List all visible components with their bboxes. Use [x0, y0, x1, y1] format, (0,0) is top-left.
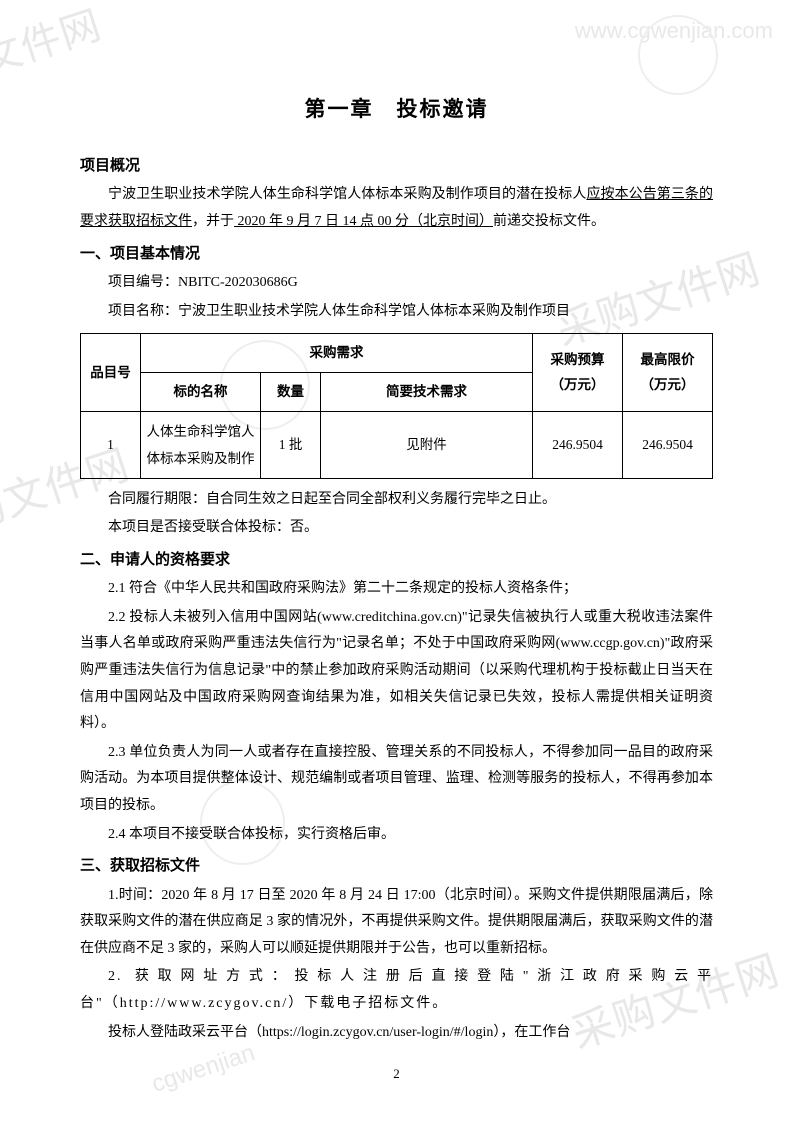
- value: 宁波卫生职业技术学院人体生命科学馆人体标本采购及制作项目: [178, 304, 570, 319]
- col-max-price: 最高限价 （万元）: [623, 334, 713, 411]
- chapter-title: 第一章 投标邀请: [80, 90, 713, 130]
- text: 宁波卫生职业技术学院人体生命科学馆人体标本采购及制作项目的潜在投标人: [108, 187, 586, 202]
- label: 项目编号：: [108, 275, 178, 290]
- consortium-note: 本项目是否接受联合体投标：否。: [80, 515, 713, 542]
- project-number-line: 项目编号：NBITC-202030686G: [80, 270, 713, 297]
- qualification-p4: 2.4 本项目不接受联合体投标，实行资格后审。: [80, 822, 713, 849]
- qualification-p3: 2.3 单位负责人为同一人或者存在直接控股、管理关系的不同投标人，不得参加同一品…: [80, 740, 713, 820]
- cell-subject-name: 人体生命科学馆人体标本采购及制作: [141, 411, 261, 478]
- text: （万元）: [627, 372, 708, 398]
- qualification-p2: 2.2 投标人未被列入信用中国网站(www.creditchina.gov.cn…: [80, 605, 713, 738]
- cell-tech-req: 见附件: [321, 411, 533, 478]
- watermark-circle: [638, 15, 718, 95]
- text: 采购预算: [537, 347, 618, 373]
- page-number: 2: [0, 1062, 793, 1087]
- col-quantity: 数量: [261, 372, 321, 411]
- obtain-p1: 1.时间：2020 年 8 月 17 日至 2020 年 8 月 24 日 17…: [80, 883, 713, 963]
- cell-max-price: 246.9504: [623, 411, 713, 478]
- col-requirement: 采购需求: [141, 334, 533, 373]
- text: ，并于: [192, 214, 234, 229]
- section-heading-obtain-docs: 三、获取招标文件: [80, 852, 713, 881]
- cell-quantity: 1 批: [261, 411, 321, 478]
- procurement-table: 品目号 采购需求 采购预算 （万元） 最高限价 （万元） 标的名称 数量 简要技…: [80, 333, 713, 478]
- text: 最高限价: [627, 347, 708, 373]
- col-tech-req: 简要技术需求: [321, 372, 533, 411]
- overview-paragraph: 宁波卫生职业技术学院人体生命科学馆人体标本采购及制作项目的潜在投标人应按本公告第…: [80, 182, 713, 235]
- value: NBITC-202030686G: [178, 275, 298, 290]
- cell-item-no: 1: [81, 411, 141, 478]
- project-name-line: 项目名称：宁波卫生职业技术学院人体生命科学馆人体标本采购及制作项目: [80, 299, 713, 326]
- cell-budget: 246.9504: [533, 411, 623, 478]
- col-budget: 采购预算 （万元）: [533, 334, 623, 411]
- document-content: 第一章 投标邀请 项目概况 宁波卫生职业技术学院人体生命科学馆人体标本采购及制作…: [80, 90, 713, 1046]
- section-heading-basic-info: 一、项目基本情况: [80, 240, 713, 269]
- section-heading-overview: 项目概况: [80, 152, 713, 181]
- obtain-p2: 2. 获取网址方式：投标人注册后直接登陆"浙江政府采购云平台"（http://w…: [80, 964, 713, 1017]
- label: 项目名称：: [108, 304, 178, 319]
- table-header-row: 品目号 采购需求 采购预算 （万元） 最高限价 （万元）: [81, 334, 713, 373]
- watermark-text: 文件网: [0, 0, 112, 98]
- table-row: 1 人体生命科学馆人体标本采购及制作 1 批 见附件 246.9504 246.…: [81, 411, 713, 478]
- col-subject-name: 标的名称: [141, 372, 261, 411]
- obtain-p3: 投标人登陆政采云平台（https://login.zcygov.cn/user-…: [80, 1020, 713, 1047]
- qualification-p1: 2.1 符合《中华人民共和国政府采购法》第二十二条规定的投标人资格条件；: [80, 576, 713, 603]
- contract-period: 合同履行期限：自合同生效之日起至合同全部权利义务履行完毕之日止。: [80, 487, 713, 514]
- section-heading-qualification: 二、申请人的资格要求: [80, 546, 713, 575]
- col-item-no: 品目号: [81, 334, 141, 411]
- text: 前递交投标文件。: [493, 214, 605, 229]
- underline-date: 2020 年 9 月 7 日 14 点 00 分（北京时间）: [234, 214, 493, 229]
- text: （万元）: [537, 372, 618, 398]
